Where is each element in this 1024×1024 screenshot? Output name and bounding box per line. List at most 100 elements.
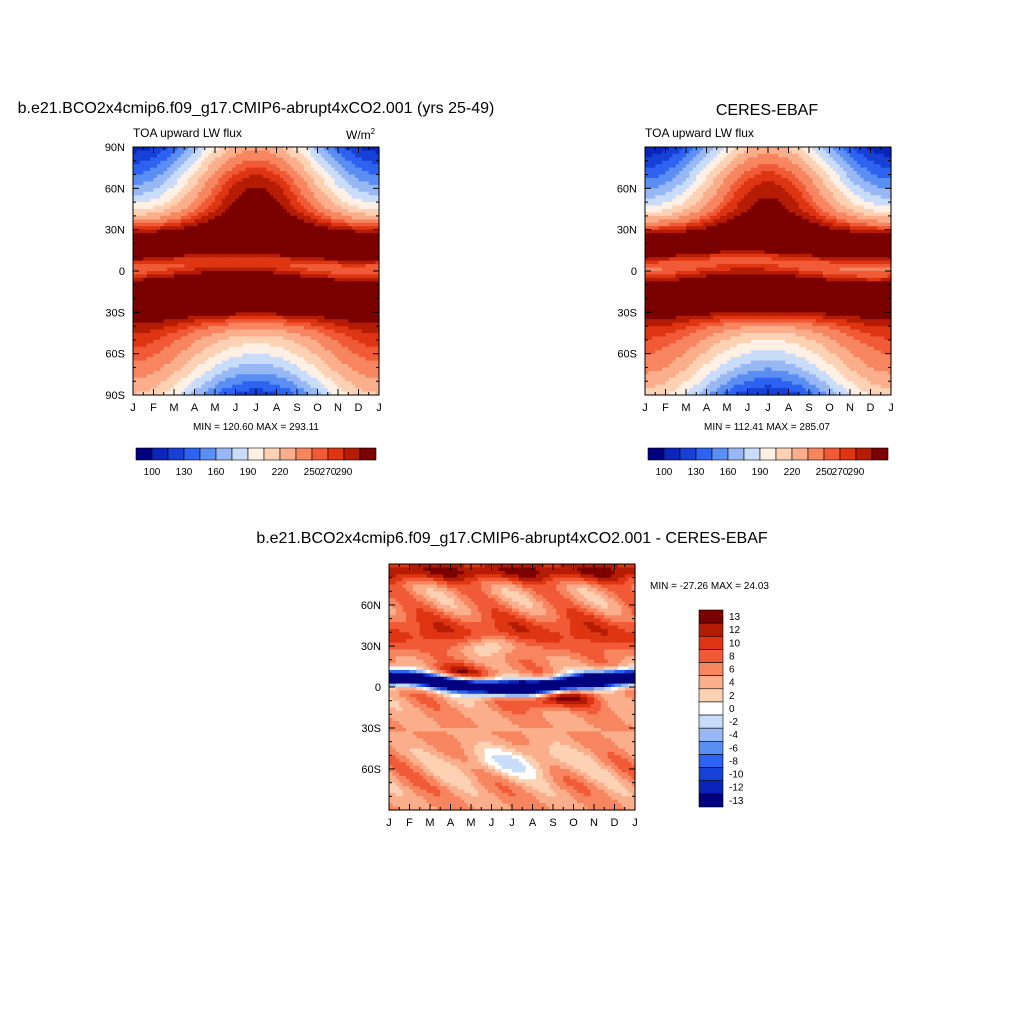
- panel-model-cell: [156, 326, 161, 331]
- panel-model-cell: [156, 329, 161, 334]
- panel-model-cell: [232, 188, 237, 193]
- panel-model-cell: [221, 343, 226, 348]
- panel-model-cell: [232, 243, 237, 248]
- panel-model-cell: [160, 171, 165, 176]
- panel-model-cell: [327, 305, 332, 310]
- panel-model-cell: [136, 184, 141, 189]
- panel-model-cell: [252, 260, 257, 265]
- panel-model-cell: [355, 350, 360, 355]
- panel-model-cell: [365, 339, 370, 344]
- panel-model-cell: [266, 281, 271, 286]
- panel-model-cell: [194, 160, 199, 165]
- panel-model-cell: [269, 233, 274, 238]
- panel-model-cell: [341, 288, 346, 293]
- panel-model-cell: [365, 195, 370, 200]
- panel-model-cell: [208, 209, 213, 214]
- panel-model-cell: [338, 381, 343, 386]
- panel-model-cell: [218, 288, 223, 293]
- panel-model-cell: [368, 209, 373, 214]
- panel-model-cell: [208, 343, 213, 348]
- panel-model-cell: [133, 367, 138, 372]
- panel-model-cell: [143, 377, 148, 382]
- panel-model-cell: [252, 209, 257, 214]
- panel-model-cell: [197, 350, 202, 355]
- panel-model-cell: [136, 367, 141, 372]
- panel-model-cell: [153, 322, 158, 327]
- panel-model-cell: [156, 174, 161, 179]
- panel-model-cell: [228, 229, 233, 234]
- panel-model-cell: [249, 240, 254, 245]
- panel-model-cell: [143, 305, 148, 310]
- panel-model-cell: [286, 229, 291, 234]
- panel-model-cell: [355, 236, 360, 241]
- panel-model-cell: [177, 195, 182, 200]
- panel-model-cell: [146, 322, 151, 327]
- panel-model-cell: [180, 329, 185, 334]
- panel-model-cell: [160, 209, 165, 214]
- panel-model-cell: [266, 322, 271, 327]
- panel-model-cell: [262, 288, 267, 293]
- panel-model-cell: [276, 298, 281, 303]
- panel-model-cell: [273, 336, 278, 341]
- panel-model-cell: [317, 353, 322, 358]
- panel-model-cell: [180, 346, 185, 351]
- panel-model-cell: [300, 274, 305, 279]
- panel-model-cell: [228, 219, 233, 224]
- panel-model-cell: [365, 374, 370, 379]
- panel-model-cell: [150, 240, 155, 245]
- panel-model-cell: [307, 329, 312, 334]
- panel-model-cell: [174, 202, 179, 207]
- panel-model-cell: [204, 295, 209, 300]
- panel-model-cell: [170, 178, 175, 183]
- panel-model-cell: [358, 357, 363, 362]
- panel-model-cell: [372, 226, 377, 231]
- panel-model-cell: [249, 195, 254, 200]
- panel-model-cell: [136, 271, 141, 276]
- panel-model-cell: [235, 184, 240, 189]
- panel-model-cell: [269, 322, 274, 327]
- panel-model-cell: [156, 370, 161, 375]
- panel-model-cell: [153, 226, 158, 231]
- panel-model-cell: [262, 147, 267, 152]
- panel-model-cell: [170, 209, 175, 214]
- panel-model-cell: [139, 215, 144, 220]
- panel-model-cell: [211, 370, 216, 375]
- panel-model-cell: [338, 150, 343, 155]
- panel-model-cell: [133, 209, 138, 214]
- panel-model-cell: [355, 164, 360, 169]
- panel-model-cell: [136, 229, 141, 234]
- panel-model-cell: [283, 257, 288, 262]
- panel-model-cell: [372, 246, 377, 251]
- panel-model-cell: [228, 326, 233, 331]
- panel-model-cell: [344, 215, 349, 220]
- panel-model-cell: [197, 277, 202, 282]
- panel-model-cell: [211, 315, 216, 320]
- panel-model-cell: [187, 157, 192, 162]
- panel-model-cell: [160, 367, 165, 372]
- panel-model-cell: [174, 329, 179, 334]
- panel-model-cell: [293, 188, 298, 193]
- panel-model-cell: [177, 215, 182, 220]
- panel-model-cell: [276, 333, 281, 338]
- panel-model-cell: [344, 164, 349, 169]
- panel-model-cell: [215, 322, 220, 327]
- panel-model-cell: [150, 298, 155, 303]
- panel-model-cell: [232, 236, 237, 241]
- panel-model-cell: [201, 253, 206, 258]
- panel-model-cell: [293, 271, 298, 276]
- panel-model-cell: [215, 243, 220, 248]
- panel-model-cell: [286, 274, 291, 279]
- panel-model-cell: [153, 195, 158, 200]
- panel-model-cell: [365, 240, 370, 245]
- panel-model-cell: [314, 295, 319, 300]
- panel-model-cell: [146, 295, 151, 300]
- panel-model-cell: [283, 178, 288, 183]
- panel-model-cell: [228, 322, 233, 327]
- panel-model-cell: [146, 181, 151, 186]
- panel-model-cell: [201, 326, 206, 331]
- panel-model-cell: [375, 260, 380, 265]
- panel-model-cell: [293, 195, 298, 200]
- panel-model-cell: [249, 253, 254, 258]
- panel-model-cell: [314, 153, 319, 158]
- panel-model-cell: [303, 157, 308, 162]
